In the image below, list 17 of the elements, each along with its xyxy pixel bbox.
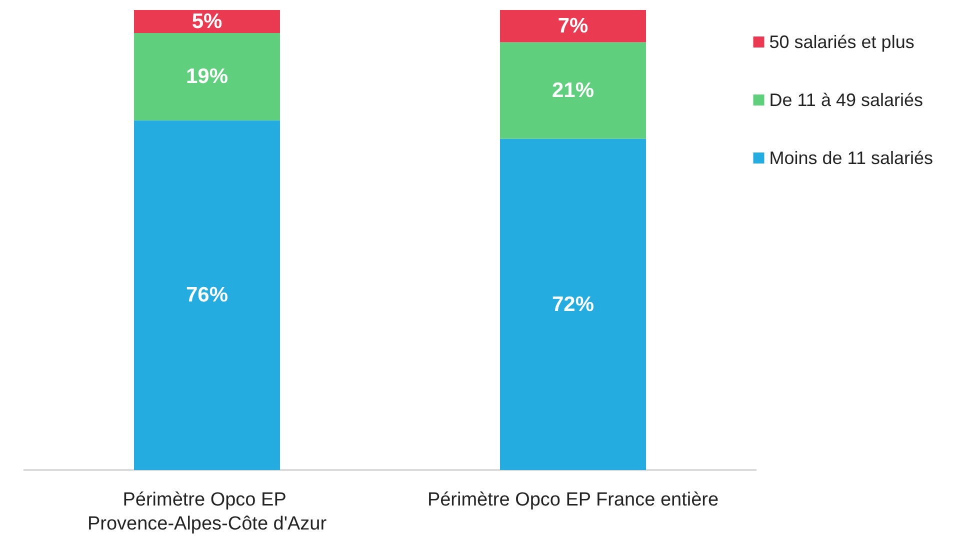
bar bbox=[500, 138, 646, 470]
data-label: 5% bbox=[192, 10, 222, 33]
bar bbox=[134, 120, 280, 470]
bar bbox=[134, 33, 280, 120]
bar bbox=[500, 10, 646, 42]
bar bbox=[500, 42, 646, 139]
bar bbox=[134, 10, 280, 33]
x-tick-label: Périmètre Opco EP France entière bbox=[427, 490, 719, 510]
data-label: 7% bbox=[558, 14, 588, 38]
data-label: 21% bbox=[552, 79, 594, 102]
x-tick-label: Périmètre Opco EP Provence-Alpes-Côte d'Azur bbox=[87, 490, 328, 534]
legend-label: De 11 à 49 salariés bbox=[769, 90, 924, 110]
legend-label: 50 salariés et plus bbox=[769, 32, 914, 52]
data-label: 19% bbox=[186, 65, 228, 88]
legend-label: Moins de 11 salariés bbox=[769, 148, 933, 168]
data-label: 76% bbox=[186, 284, 228, 307]
data-label: 72% bbox=[552, 292, 594, 316]
